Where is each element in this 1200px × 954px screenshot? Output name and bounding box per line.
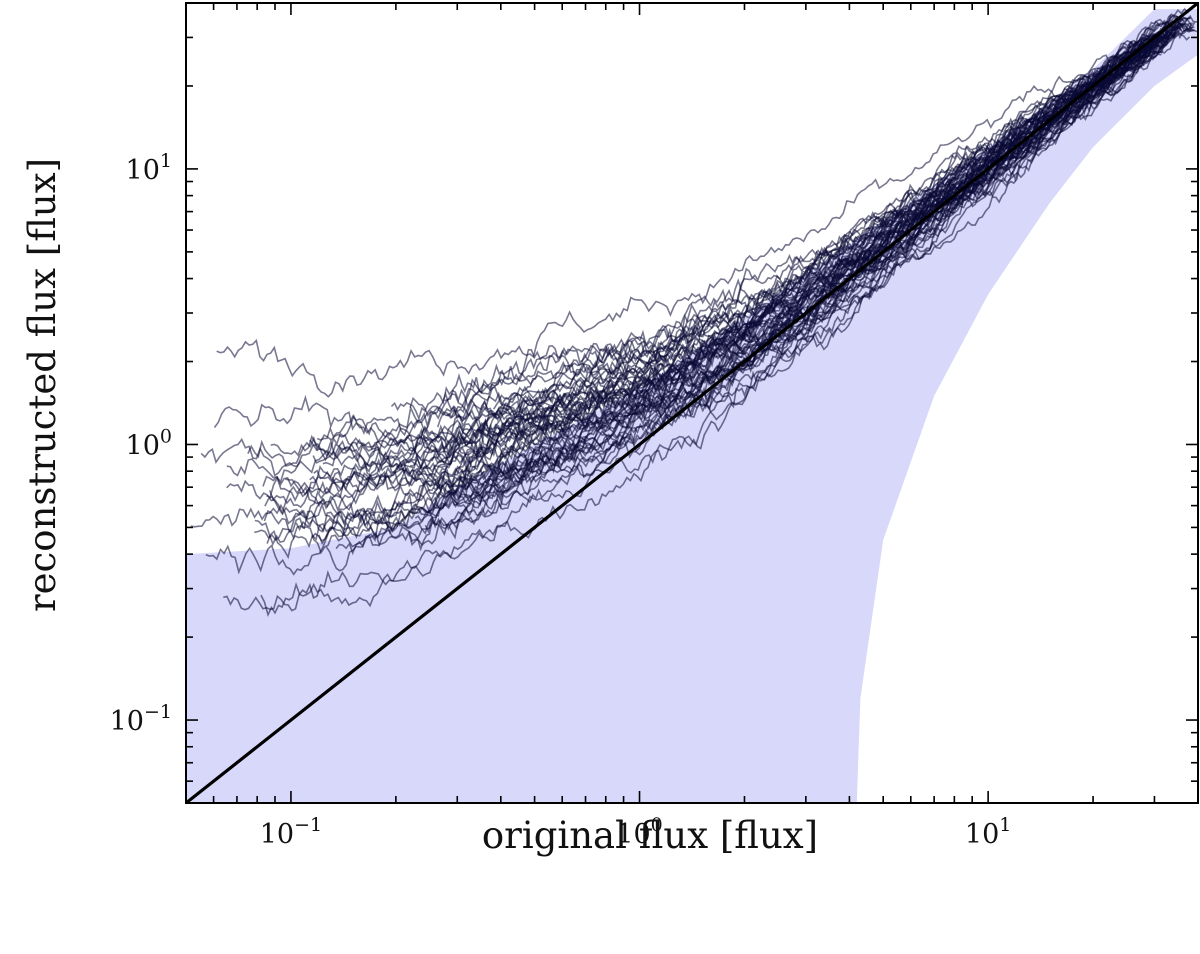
y-axis-ticks xyxy=(186,2,1198,804)
trajectory-line xyxy=(408,32,1177,552)
x-tick-label: 100 xyxy=(616,814,662,850)
x-tick-label: 101 xyxy=(965,814,1011,850)
trajectory-line xyxy=(444,13,1193,402)
y-axis-label: reconstructed flux [flux] xyxy=(21,158,64,612)
y-tick-label: 100 xyxy=(126,425,172,461)
x-axis-label: original flux [flux] xyxy=(482,814,818,857)
trajectory-line xyxy=(309,35,1166,495)
trajectory-line xyxy=(458,29,1175,485)
x-axis-tick-labels: 10−1 100 101 xyxy=(260,814,1012,850)
y-axis-tick-labels: 10−1 100 101 xyxy=(110,150,172,737)
plot-area xyxy=(186,3,1198,803)
identity-line xyxy=(186,3,1198,803)
y-tick-label: 10−1 xyxy=(110,701,172,737)
x-tick-label: 10−1 xyxy=(260,814,322,850)
trajectory-line xyxy=(264,21,1182,519)
y-tick-label: 101 xyxy=(126,150,172,186)
trajectory-line xyxy=(309,7,1189,458)
trajectory-line xyxy=(213,30,1160,443)
x-axis-ticks xyxy=(185,3,1199,803)
trajectory-line xyxy=(216,24,1154,398)
plot-frame xyxy=(185,2,1199,804)
trajectory-line xyxy=(450,22,1186,531)
trajectory-line xyxy=(223,53,1162,612)
trajectory-line xyxy=(200,33,1159,477)
